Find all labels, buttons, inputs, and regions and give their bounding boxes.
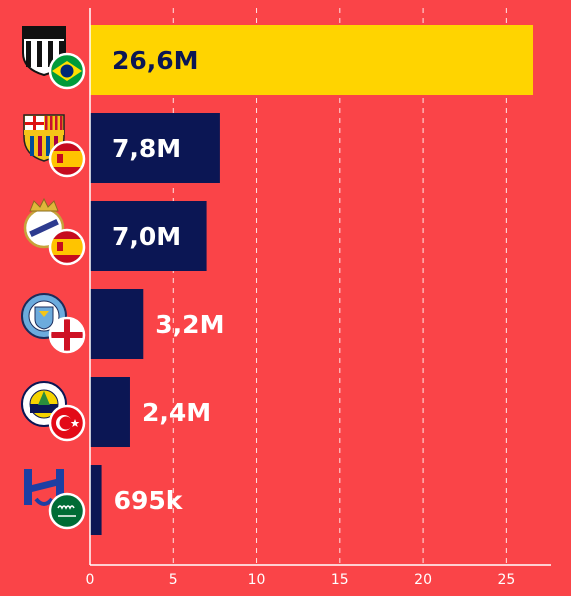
bars: 26,6M 7,8M 7,0M 3,2M 2,4M 695k <box>90 25 534 535</box>
x-tick-label: 15 <box>331 572 349 588</box>
data-label: 2,4M <box>142 398 211 427</box>
data-label: 695k <box>114 486 184 515</box>
spain-flag-icon <box>48 228 86 266</box>
turkey-flag-icon <box>48 404 86 442</box>
x-tick-label: 20 <box>414 572 432 588</box>
al-hilal-crest-icon <box>24 469 64 506</box>
spain-flag-icon <box>48 140 86 178</box>
bar <box>90 465 102 535</box>
x-tick-label: 0 <box>86 572 95 588</box>
team-logos <box>21 26 86 530</box>
data-label: 7,0M <box>112 222 181 251</box>
brazil-flag-icon <box>48 52 86 90</box>
x-tick-label: 10 <box>248 572 266 588</box>
data-label: 7,8M <box>112 134 181 163</box>
x-axis: 0 5 10 15 20 25 <box>86 8 551 588</box>
bar <box>90 113 220 183</box>
grid-lines <box>172 8 507 565</box>
bar <box>90 201 207 271</box>
data-label: 3,2M <box>155 310 224 339</box>
data-label: 26,6M <box>112 46 199 75</box>
england-flag-icon <box>48 316 86 354</box>
bar <box>90 289 144 359</box>
x-tick-label: 25 <box>497 572 515 588</box>
x-tick-label: 5 <box>169 572 178 588</box>
bar <box>90 377 130 447</box>
saudi-arabia-flag-icon <box>48 492 86 530</box>
bar <box>90 25 534 95</box>
